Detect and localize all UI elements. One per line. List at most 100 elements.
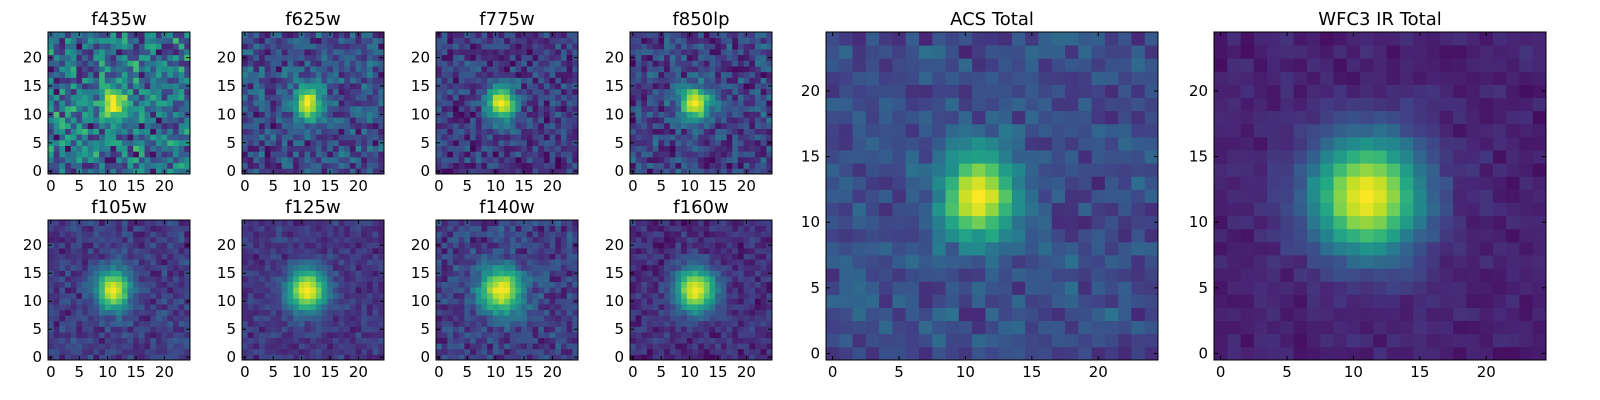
heatmap-cell xyxy=(161,77,168,84)
heatmap-cell xyxy=(686,105,693,112)
heatmap-cell xyxy=(59,122,66,129)
heatmap-cell xyxy=(172,253,180,260)
heatmap-cell xyxy=(498,348,505,355)
heatmap-cell xyxy=(310,156,317,164)
heatmap-cell xyxy=(709,88,716,95)
heatmap-cell xyxy=(453,128,460,135)
heatmap-cell xyxy=(293,105,300,112)
heatmap-cell xyxy=(1091,202,1106,217)
heatmap-cell xyxy=(304,43,311,50)
heatmap-cell xyxy=(509,128,516,135)
heatmap-cell xyxy=(121,248,128,254)
heatmap-cell xyxy=(826,110,840,125)
heatmap-cell xyxy=(532,77,539,84)
heatmap-cell xyxy=(521,117,528,124)
heatmap-cell xyxy=(737,156,744,164)
heatmap-cell xyxy=(538,298,545,305)
heatmap-cell xyxy=(366,66,374,73)
heatmap-cell xyxy=(150,156,157,164)
heatmap-cell xyxy=(1051,202,1066,217)
heatmap-cell xyxy=(737,105,744,112)
axes-frame xyxy=(241,219,385,361)
heatmap-cell xyxy=(487,54,494,61)
heatmap-cell xyxy=(504,281,511,288)
heatmap-cell xyxy=(304,343,311,350)
heatmap-cell xyxy=(378,105,385,112)
heatmap-cell xyxy=(726,139,733,146)
heatmap-cell xyxy=(247,77,254,84)
heatmap-cell xyxy=(155,168,162,175)
heatmap-cell xyxy=(287,253,294,260)
heatmap-cell xyxy=(572,281,579,288)
heatmap-cell xyxy=(366,304,374,310)
heatmap-cell xyxy=(281,236,288,243)
heatmap-cell xyxy=(686,71,693,78)
heatmap-cell xyxy=(720,100,727,107)
heatmap-cell xyxy=(1051,255,1066,269)
heatmap-cell xyxy=(133,253,140,260)
heatmap-cell xyxy=(1038,150,1053,164)
heatmap-cell xyxy=(635,32,642,39)
heatmap-cell xyxy=(1144,97,1159,112)
heatmap-cell xyxy=(184,105,191,112)
heatmap-cell xyxy=(48,145,55,152)
heatmap-cell xyxy=(349,225,356,232)
heatmap-cell xyxy=(692,117,699,124)
heatmap-cell xyxy=(287,60,294,67)
heatmap-cell xyxy=(703,83,710,90)
heatmap-cell xyxy=(161,304,168,310)
heatmap-cell xyxy=(985,45,1000,59)
heatmap-cell xyxy=(87,43,94,50)
heatmap-cell xyxy=(664,71,671,78)
chart-title: f850lp xyxy=(672,9,729,30)
heatmap-cell xyxy=(543,111,550,118)
heatmap-cell xyxy=(675,145,682,152)
heatmap-cell xyxy=(150,151,157,158)
heatmap-cell xyxy=(116,281,123,288)
heatmap-cell xyxy=(475,281,482,288)
heatmap-cell xyxy=(276,315,283,322)
heatmap-cell xyxy=(1131,123,1146,138)
heatmap-cell xyxy=(892,333,907,348)
heatmap-cell xyxy=(998,45,1013,59)
heatmap-cell xyxy=(526,88,533,95)
heatmap-cell xyxy=(932,268,946,282)
heatmap-cell xyxy=(327,309,334,316)
heatmap-cell xyxy=(310,343,317,350)
heatmap-cell xyxy=(344,94,351,101)
heatmap-cell xyxy=(641,128,648,135)
heatmap-cell xyxy=(715,156,722,164)
heatmap-cell xyxy=(879,176,893,190)
heatmap-cell xyxy=(93,139,100,146)
heatmap-cell xyxy=(155,236,162,243)
heatmap-cell xyxy=(372,139,379,146)
heatmap-cell xyxy=(281,270,288,277)
heatmap-cell xyxy=(826,202,840,217)
heatmap-cell xyxy=(481,128,488,135)
heatmap-cell xyxy=(475,77,482,84)
heatmap-cell xyxy=(87,348,94,355)
heatmap-cell xyxy=(985,320,1000,335)
heatmap-cell xyxy=(366,337,374,344)
heatmap-cell xyxy=(378,287,385,294)
heatmap-cell xyxy=(481,139,488,146)
heatmap-cell xyxy=(104,54,111,61)
heatmap-cell xyxy=(70,145,77,152)
heatmap-cell xyxy=(310,77,317,84)
heatmap-cell xyxy=(436,292,443,299)
heatmap-cell xyxy=(76,117,83,124)
heatmap-cell xyxy=(526,151,533,158)
heatmap-cell xyxy=(555,145,562,152)
heatmap-cell xyxy=(99,220,106,226)
heatmap-cell xyxy=(138,71,145,78)
heatmap-cell xyxy=(99,77,106,84)
heatmap-cell xyxy=(720,66,727,73)
heatmap-cell xyxy=(253,151,260,158)
heatmap-cell xyxy=(338,145,345,152)
heatmap-cell xyxy=(99,43,106,50)
heatmap-cell xyxy=(349,88,356,95)
heatmap-cell xyxy=(972,333,986,348)
heatmap-cell xyxy=(349,253,356,260)
heatmap-cell xyxy=(184,287,191,294)
